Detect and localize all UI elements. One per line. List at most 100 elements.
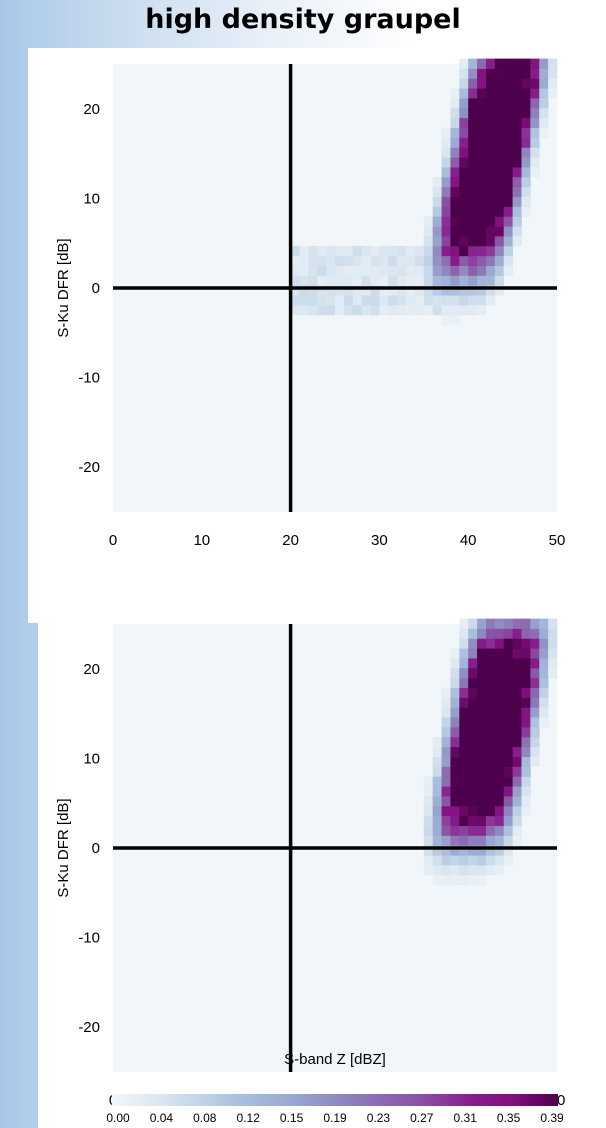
heatmap-cell: [503, 658, 513, 669]
y-tick-label: 0: [92, 840, 100, 857]
heatmap-cell: [521, 667, 531, 679]
heatmap-cell: [432, 226, 442, 237]
heatmap-cell: [477, 78, 487, 89]
heatmap-cell: [512, 786, 522, 797]
heatmap-cell: [414, 305, 425, 316]
heatmap-cell: [450, 295, 460, 306]
heatmap-cell: [477, 874, 487, 886]
y-tick-label: 0: [92, 280, 100, 297]
heatmap-cell: [539, 618, 549, 629]
heatmap-cell: [530, 127, 540, 138]
heatmap-cell: [485, 265, 496, 276]
heatmap-cell: [468, 805, 478, 817]
heatmap-cell: [468, 127, 478, 138]
heatmap-cell: [521, 186, 531, 198]
heatmap-cell: [530, 707, 540, 718]
heatmap-cell: [414, 265, 425, 276]
heatmap-cell: [477, 756, 487, 767]
heatmap-cell: [539, 658, 549, 669]
heatmap-cell: [477, 618, 487, 629]
heatmap-cell: [459, 117, 469, 129]
heatmap-cell: [477, 305, 487, 316]
heatmap-cell: [370, 305, 380, 316]
heatmap-cell: [512, 226, 522, 237]
colorbar-tick-label: 0.00: [106, 1111, 130, 1125]
heatmap-cell: [441, 167, 451, 178]
heatmap-cell: [485, 697, 496, 708]
heatmap-cell: [414, 285, 425, 296]
heatmap-cell: [485, 196, 496, 207]
heatmap-cell: [468, 285, 478, 296]
heatmap-cell: [459, 835, 469, 846]
heatmap-cell: [494, 835, 505, 846]
heatmap-cell: [441, 275, 451, 286]
heatmap-cell: [335, 245, 345, 257]
heatmap-cell: [494, 796, 505, 807]
heatmap-cell: [512, 236, 522, 247]
heatmap-cell: [512, 157, 522, 168]
heatmap-cell: [432, 766, 442, 777]
heatmap-cell: [468, 648, 478, 659]
heatmap-cell: [477, 68, 487, 79]
heatmap-cell: [441, 255, 451, 266]
heatmap-cell: [503, 78, 513, 89]
heatmap-cell: [477, 176, 487, 188]
colorbar-tick-label: 0.39: [540, 1111, 564, 1125]
heatmap-cell: [450, 746, 460, 758]
heatmap-cell: [441, 186, 451, 198]
heatmap-cell: [450, 835, 460, 846]
heatmap-cell: [530, 157, 540, 168]
heatmap-cell: [530, 667, 540, 679]
heatmap-cell: [530, 697, 540, 708]
heatmap-cell: [459, 176, 469, 188]
heatmap-cell: [459, 107, 469, 119]
heatmap-cell: [539, 98, 549, 109]
heatmap-cell: [494, 186, 505, 198]
heatmap-cell: [423, 776, 434, 787]
heatmap-cell: [539, 667, 549, 679]
heatmap-cell: [494, 707, 505, 718]
heatmap-cell: [485, 147, 496, 158]
heatmap-cell: [530, 88, 540, 99]
heatmap-cell: [441, 687, 451, 698]
heatmap-cell: [352, 245, 363, 257]
heatmap-cell: [485, 127, 496, 138]
heatmap-cell: [494, 638, 505, 649]
heatmap-cell: [485, 677, 496, 689]
heatmap-cell: [290, 275, 300, 286]
heatmap-cell: [441, 157, 451, 168]
heatmap-cell: [485, 805, 496, 817]
heatmap-cell: [530, 727, 540, 738]
heatmap-cell: [521, 117, 531, 129]
colorbar: 0.00 0.04 0.08 0.12 0.15 0.19 0.23 0.27 0.31 0.35…: [106, 1094, 564, 1125]
heatmap-cell: [485, 618, 496, 629]
heatmap-cell: [477, 786, 487, 797]
heatmap-cell: [503, 176, 513, 188]
heatmap-cell: [397, 265, 407, 276]
x-tick-label: 0: [109, 532, 117, 549]
heatmap-cell: [468, 618, 478, 629]
heatmap-cell: [503, 776, 513, 787]
heatmap-cell: [485, 667, 496, 679]
heatmap-cell: [361, 285, 371, 296]
heatmap-cell: [459, 707, 469, 718]
heatmap-cell: [308, 295, 318, 306]
heatmap-cell: [459, 638, 469, 649]
heatmap-cell: [290, 285, 300, 296]
heatmap-cell: [299, 305, 309, 316]
heatmap-cell: [468, 176, 478, 188]
heatmap-cell: [503, 697, 513, 708]
heatmap-cell: [450, 117, 460, 129]
heatmap-cell: [503, 127, 513, 138]
heatmap-cell: [468, 88, 478, 99]
heatmap-cell: [450, 855, 460, 866]
heatmap-cell: [468, 766, 478, 777]
heatmap-cell: [441, 776, 451, 787]
heatmap-cell: [450, 88, 460, 99]
heatmap-cell: [450, 186, 460, 198]
heatmap-cell: [388, 285, 398, 296]
heatmap-cell: [521, 746, 531, 758]
heatmap-cell: [521, 167, 531, 178]
heatmap-cell: [494, 58, 505, 69]
heatmap-cell: [441, 727, 451, 738]
